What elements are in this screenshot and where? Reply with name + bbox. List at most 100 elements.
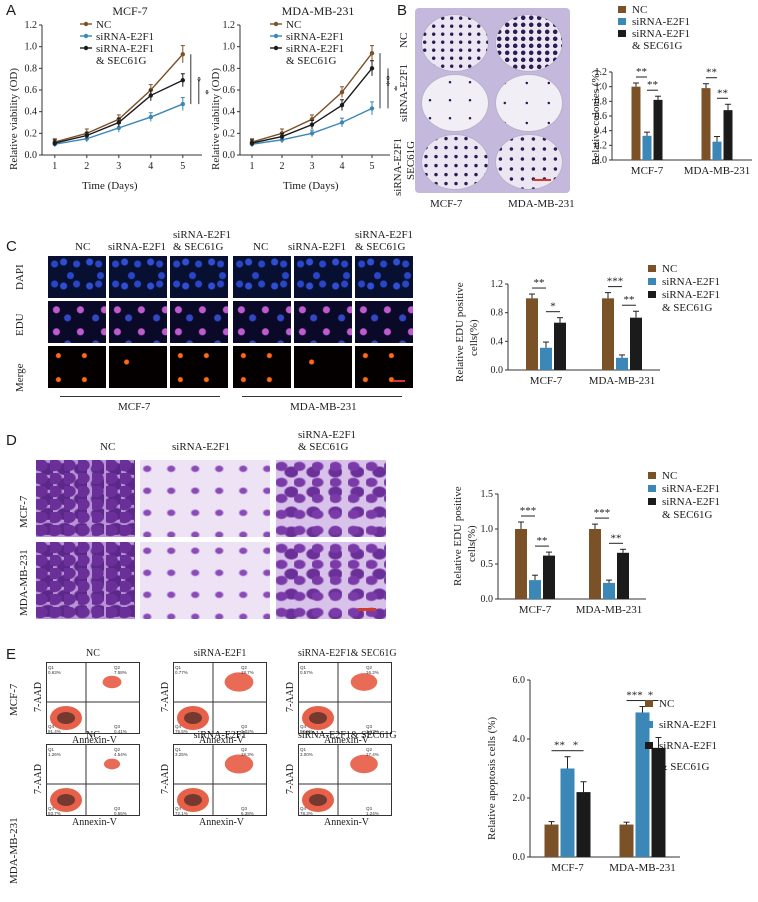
flow-plot: siRNA-E2F1 Q1 0.77% Q2 18.7% Q3 3.02% Q4 75.5% 7-…: [160, 648, 267, 746]
flow-axis-x: Annexin-V: [72, 735, 117, 746]
d-col-nc: NC: [100, 441, 116, 453]
y-tick-label: 0.6: [595, 111, 608, 122]
y-tick-label: 6.0: [513, 675, 526, 686]
d-ylabel-2: cells(%): [466, 525, 478, 562]
quadrant-label: Q2: [241, 747, 248, 752]
quadrant-label: Q4: [300, 806, 307, 811]
y-tick-label: 1.0: [223, 42, 236, 53]
legend-label: & SEC61G: [286, 55, 336, 67]
legend-label: siRNA-E2F1: [662, 276, 720, 288]
data-point: [180, 101, 185, 107]
flow-plot-title: NC: [86, 648, 100, 659]
bar: [526, 298, 538, 370]
well-nc-mda: [495, 14, 563, 72]
sig-label: ***: [520, 505, 537, 517]
bar: [653, 99, 663, 160]
data-point: [339, 89, 345, 95]
flow-plot: siRNA-E2F1 Q1 3.25% Q2 18.3% Q3 6.38% Q4 72.1% 7-…: [160, 730, 267, 828]
sig-label: *: [199, 89, 211, 95]
c-row-dapi: DAPI: [14, 264, 26, 290]
legend-marker: [273, 45, 279, 51]
quadrant-label: Q1: [48, 747, 55, 752]
bar: [560, 768, 575, 857]
legend-label: siRNA-E2F1: [96, 43, 154, 55]
legend-label: NC: [659, 698, 674, 710]
y-tick-label: 0.0: [223, 150, 236, 161]
c-scale-bar: [393, 380, 405, 382]
bar: [603, 582, 615, 599]
flow-plot: NC Q1 1.26% Q2 4.54% Q3 0.55% Q4 93.7% 7-AAD Annex…: [33, 730, 140, 828]
x-category-label: MDA-MB-231: [576, 604, 643, 616]
c-group-line-mda: [242, 396, 402, 397]
legend-swatch: [648, 472, 656, 479]
d-col-sec2: & SEC61G: [298, 441, 349, 453]
c-img-edu-sec-2: [355, 301, 413, 343]
y-tick-label: 0.2: [25, 128, 38, 139]
y-tick-label: 0.0: [513, 852, 526, 863]
population-core: [57, 712, 75, 724]
c-row-edu: EDU: [14, 313, 26, 336]
panel-letter-c: C: [6, 238, 17, 255]
d-row-mda: MDA-MB-231: [18, 549, 30, 616]
quadrant-label: Q2: [366, 665, 373, 670]
quadrant-value: 18.7%: [241, 670, 254, 675]
c-ylabel-2: cells(%): [468, 319, 480, 356]
flow-axis-y: 7-AAD: [33, 682, 44, 712]
quadrant-label: Q4: [48, 806, 55, 811]
data-point: [180, 78, 185, 83]
y-tick-label: 0.0: [491, 365, 504, 376]
panel-a-xlabel-2: Time (Days): [283, 180, 339, 192]
y-tick-label: 0.0: [481, 594, 494, 605]
bar: [529, 580, 541, 599]
legend-swatch: [648, 485, 656, 492]
quadrant-label: Q4: [48, 724, 55, 729]
d-img-mda-sec: [276, 542, 386, 619]
legend-label: siRNA-E2F1: [632, 28, 690, 40]
legend-swatch: [618, 30, 626, 37]
panel-a-xlabel-1: Time (Days): [82, 180, 138, 192]
flow-axis-y: 7-AAD: [33, 764, 44, 794]
e-row-mcf7: MCF-7: [8, 683, 20, 716]
legend-label: siRNA-E2F1: [659, 719, 717, 731]
quadrant-label: Q1: [175, 747, 182, 752]
d-row-mcf7: MCF-7: [18, 495, 30, 528]
bar: [630, 317, 642, 370]
d-ylabel-1: Relative EDU positive: [452, 486, 464, 586]
bar: [540, 347, 552, 370]
c-img-edu-si-1: [109, 301, 167, 343]
c-ylabel-1: Relative EDU positive: [454, 282, 466, 382]
d-scale-bar: [358, 608, 376, 611]
quadrant-value: 18.3%: [241, 752, 254, 757]
quadrant-value: 1.26%: [48, 752, 61, 757]
c-col-nc-2: NC: [253, 241, 269, 253]
bar: [723, 110, 733, 160]
y-tick-label: 1.2: [25, 20, 38, 31]
c-group-mda: MDA-MB-231: [290, 401, 357, 413]
legend-label: siRNA-E2F1: [662, 483, 720, 495]
c-img-dapi-nc-1: [48, 256, 106, 298]
bar: [616, 357, 628, 370]
legend-label: siRNA-E2F1: [659, 740, 717, 752]
data-point: [249, 140, 255, 146]
flow-plot: siRNA-E2F1& SEC61G Q1 3.00% Q2 17.4% Q3 1.24% Q…: [285, 730, 397, 828]
quadrant-value: 91.4%: [48, 729, 61, 734]
quadrant-label: Q1: [300, 747, 307, 752]
sig-label: **: [717, 87, 728, 99]
quadrant-value: 0.77%: [175, 670, 188, 675]
panel-letter-d: D: [6, 432, 17, 449]
legend-marker: [83, 21, 89, 27]
x-tick-label: 1: [250, 161, 255, 172]
well-si-mda: [495, 74, 563, 132]
quadrant-label: Q3: [114, 724, 121, 729]
y-tick-label: 2.0: [513, 793, 526, 804]
legend-swatch: [648, 291, 656, 298]
quadrant-value: 93.7%: [48, 811, 61, 816]
population-core: [184, 712, 202, 724]
bar: [543, 555, 555, 599]
quadrant-label: Q3: [366, 724, 373, 729]
